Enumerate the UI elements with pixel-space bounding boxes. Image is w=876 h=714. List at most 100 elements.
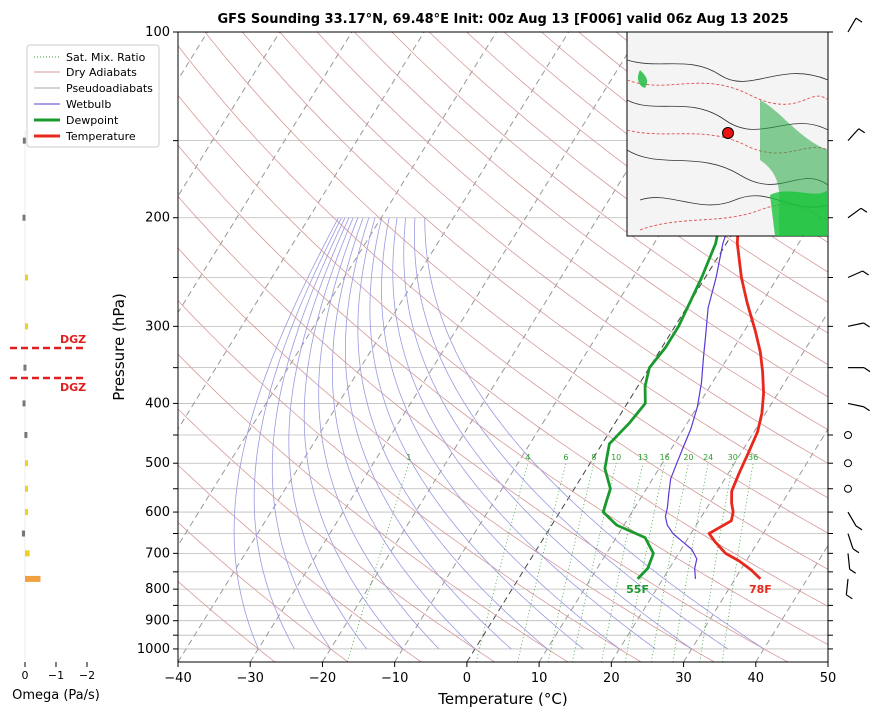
omega-tick-label: −1 <box>48 669 64 682</box>
mixing-ratio-label: 10 <box>611 453 621 462</box>
x-tick-label: −30 <box>237 671 264 686</box>
mixing-ratio-label: 30 <box>728 453 738 462</box>
isotherm <box>755 544 828 662</box>
y-axis-label: Pressure (hPa) <box>110 293 128 401</box>
pseudo-adiabat <box>288 217 368 650</box>
wind-barb-flag <box>849 568 857 574</box>
omega-bar <box>25 323 28 330</box>
omega-bar <box>25 575 41 582</box>
dry-adiabat <box>241 32 828 499</box>
calm-wind-marker <box>844 430 852 439</box>
legend-label: Dry Adiabats <box>66 66 137 79</box>
dry-adiabat <box>178 144 828 646</box>
mixing-ratio-line <box>699 463 734 662</box>
pseudo-adiabat <box>318 217 440 650</box>
omega-bar <box>25 460 28 467</box>
x-tick-label: 20 <box>603 671 620 686</box>
mixing-ratio-line <box>547 463 595 662</box>
wind-barb-shaft <box>847 533 854 549</box>
mixing-ratio-label: 4 <box>525 453 530 462</box>
omega-bar <box>22 400 26 407</box>
y-tick-label: 900 <box>145 614 170 629</box>
pseudo-adiabat <box>345 217 512 650</box>
wind-barb-flag <box>860 207 868 213</box>
y-tick-label: 800 <box>145 582 170 597</box>
omega-bar <box>25 274 28 281</box>
wind-barb-flag <box>863 322 870 328</box>
mixing-ratio-line <box>475 463 529 662</box>
omega-axis-label: Omega (Pa/s) <box>12 688 100 703</box>
wind-barb-flag <box>852 548 860 554</box>
inset-isotherm <box>626 79 829 105</box>
pseudo-adiabat <box>414 217 729 650</box>
omega-bar <box>21 530 25 537</box>
omega-bar <box>22 214 26 221</box>
pseudo-adiabat <box>271 217 346 650</box>
legend-label: Pseudoadiabats <box>66 82 153 95</box>
dry-adiabat <box>428 32 828 334</box>
x-tick-label: −40 <box>164 671 191 686</box>
wind-barb-shaft <box>847 207 862 219</box>
pseudo-adiabat <box>424 217 765 650</box>
mixing-ratio-label: 24 <box>703 453 713 462</box>
wind-barb-flag <box>855 17 863 23</box>
inset-contour <box>626 59 829 82</box>
pseudo-adiabat <box>403 217 692 650</box>
dry-adiabat <box>178 45 828 570</box>
dry-adiabat <box>178 353 569 662</box>
isotherm <box>178 32 425 430</box>
wind-barb-flag <box>862 270 869 276</box>
mixing-ratio-line <box>672 463 709 662</box>
mixing-ratio-label: 16 <box>660 453 670 462</box>
y-tick-label: 100 <box>145 25 170 40</box>
mixing-ratio-line <box>572 463 617 662</box>
wind-barb-shaft <box>847 402 864 408</box>
legend-label: Sat. Mix. Ratio <box>66 51 146 64</box>
inset-location-marker <box>722 127 734 139</box>
wind-barb-shaft <box>847 128 860 142</box>
dry-adiabat <box>391 32 828 366</box>
mixing-ratio-line <box>601 463 644 662</box>
mixing-ratio-label: 1 <box>406 453 411 462</box>
mixing-ratio-line <box>721 463 754 662</box>
pseudo-adiabat <box>392 217 656 650</box>
pseudo-adiabat <box>233 217 339 650</box>
wind-barb-flag <box>845 594 853 600</box>
pseudo-adiabat <box>253 217 342 650</box>
x-tick-label: 10 <box>531 671 548 686</box>
chart-title: GFS Sounding 33.17°N, 69.48°E Init: 00z … <box>217 12 788 27</box>
temperature-surface-label: 78F <box>749 583 772 596</box>
mixing-ratio-line <box>650 463 689 662</box>
omega-bar <box>25 485 28 492</box>
isotherm <box>249 32 642 662</box>
axes: 1 4 6 8 10 13 16 20 24 30 36 55F 78F −40 −30 −20 −10 0 10 2… <box>137 25 836 686</box>
mixing-ratio-line <box>347 463 410 662</box>
y-tick-label: 300 <box>145 319 170 334</box>
isotherm <box>683 428 828 662</box>
legend-label: Temperature <box>65 130 136 143</box>
calm-wind-marker <box>844 459 852 468</box>
wind-barb-shaft <box>847 553 851 570</box>
omega-bar <box>25 509 28 516</box>
dry-adiabat <box>354 32 828 398</box>
inset-map <box>626 31 829 237</box>
isotherm <box>322 32 714 662</box>
x-tick-label: 50 <box>820 671 837 686</box>
calm-wind-marker <box>844 484 852 493</box>
mixing-ratio-line <box>624 463 666 662</box>
isotherm <box>466 78 828 662</box>
wind-barb-flag <box>863 406 870 412</box>
omega-tick-label: −2 <box>79 669 95 682</box>
mixing-ratio-label: 36 <box>748 453 758 462</box>
x-tick-label: 40 <box>748 671 765 686</box>
background-grid <box>178 32 828 662</box>
mixing-ratio-label: 20 <box>683 453 693 462</box>
legend: Sat. Mix. Ratio Dry Adiabats Pseudoadiab… <box>26 44 160 148</box>
omega-bar <box>25 550 30 557</box>
omega-panel <box>21 130 88 667</box>
mixing-ratio-label: 8 <box>591 453 596 462</box>
y-tick-label: 500 <box>145 456 170 471</box>
trace-wetbulb <box>664 217 733 579</box>
isotherm <box>178 32 570 662</box>
